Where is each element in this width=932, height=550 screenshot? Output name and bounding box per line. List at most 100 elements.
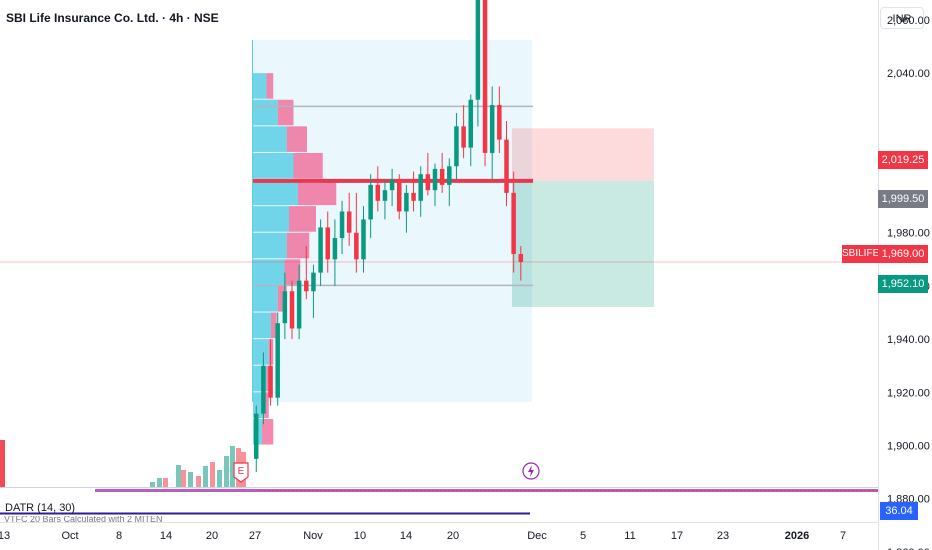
volume-bar — [157, 478, 162, 487]
time-tick-label: 23 — [717, 530, 729, 542]
time-tick-label: 10 — [354, 530, 366, 542]
vp-down-bar — [266, 365, 270, 392]
candle-body — [389, 179, 395, 191]
earnings-badge[interactable] — [233, 462, 249, 483]
candle-body — [432, 168, 438, 191]
volume-bar — [163, 478, 168, 487]
vp-down-bar — [277, 99, 294, 126]
price-tag-current: 1,969.00 — [878, 245, 928, 263]
earnings-marker[interactable]: E — [233, 462, 249, 483]
candle-body — [289, 291, 295, 329]
vp-down-bar — [277, 285, 287, 312]
time-tick-label: 5 — [580, 530, 586, 542]
price-tick-label: 1,900.00 — [887, 441, 930, 453]
time-tick-label: 27 — [249, 530, 261, 542]
time-tick-label: 14 — [160, 530, 172, 542]
vp-down-bar — [289, 206, 316, 232]
short-position-tool — [512, 128, 654, 307]
candle-body — [282, 291, 288, 324]
candle-body — [497, 105, 502, 140]
lightning-bolt — [528, 465, 534, 477]
price-tick-label: 1,920.00 — [887, 387, 930, 399]
vp-up-bar — [253, 285, 278, 312]
candle-body — [404, 192, 409, 212]
candle-body — [482, 0, 488, 153]
vp-down-bar — [284, 259, 301, 285]
time-tick-label: 17 — [671, 530, 683, 542]
vp-down-bar — [286, 126, 307, 152]
candle-body — [375, 184, 381, 201]
candle-body — [511, 192, 516, 255]
chart-title: SBI Life Insurance Co. Ltd. · 4h · NSE — [6, 11, 219, 25]
price-tick-label: 2,060.00 — [887, 15, 930, 27]
currency-button[interactable]: INR — [880, 7, 924, 29]
event-markers: E — [233, 462, 540, 483]
lightning-icon[interactable] — [522, 462, 540, 480]
candle-body — [489, 105, 495, 153]
vp-up-bar — [253, 73, 267, 99]
vp-up-bar — [253, 259, 285, 285]
candle-body — [368, 184, 373, 220]
price-tag-stop: 2,019.25 — [878, 151, 928, 169]
candle-body — [361, 219, 366, 260]
candle-body — [332, 238, 338, 260]
candle-body — [397, 179, 402, 212]
time-tick-label: 20 — [206, 530, 218, 542]
volume-bars — [0, 440, 246, 487]
volume-bar — [224, 456, 229, 487]
price-tick-label: 1,980.00 — [887, 228, 930, 240]
position-stop-zone — [512, 128, 654, 181]
time-tick-label: Dec — [527, 530, 547, 542]
candle-body — [468, 99, 473, 148]
volume-bar — [230, 446, 235, 487]
indicator-sublabel: VTFC 20 Bars Calculated with 2 MITEN — [4, 516, 163, 522]
vp-down-bar — [293, 152, 323, 179]
vp-down-bar — [264, 392, 269, 418]
vp-down-bar — [298, 179, 337, 206]
price-tag-target: 1,952.10 — [878, 275, 928, 293]
candle-body — [318, 227, 323, 273]
price-tag-entry: 1,999.50 — [878, 190, 928, 208]
time-tick-label: Oct — [61, 530, 78, 542]
candles — [254, 0, 524, 473]
candle-body — [461, 126, 466, 148]
candle-body — [346, 211, 352, 233]
earnings-letter: E — [238, 466, 245, 477]
vp-down-bar — [262, 418, 274, 445]
vp-up-bar — [253, 126, 287, 152]
candle-body — [475, 0, 481, 100]
vp-down-bar — [271, 312, 277, 339]
candle-body — [275, 323, 280, 398]
vp-up-bar — [253, 339, 269, 365]
price-tick-label: 2,040.00 — [887, 68, 930, 80]
candle-body — [411, 192, 416, 201]
vp-up-bar — [253, 99, 278, 126]
volume-bar — [188, 472, 193, 487]
candle-body — [261, 365, 266, 414]
candle-body — [418, 174, 423, 201]
time-tick-label: 20 — [447, 530, 459, 542]
candle-body — [325, 227, 330, 260]
candle-body — [504, 139, 509, 193]
volume-bar — [203, 466, 208, 487]
vp-up-bar — [253, 152, 294, 179]
price-tick-label: 1,860.00 — [887, 547, 930, 550]
time-tick-label: 14 — [400, 530, 412, 542]
time-tick-label: 7 — [840, 530, 846, 542]
position-target-zone — [512, 180, 654, 307]
volume-bar — [0, 440, 5, 487]
volume-bar — [196, 476, 201, 487]
time-tick-label: Nov — [303, 530, 323, 542]
symbol-tag: SBILIFE — [842, 245, 879, 263]
vp-up-bar — [253, 179, 298, 206]
volume-bar — [181, 470, 186, 487]
time-tick-label: 13 — [0, 530, 10, 542]
price-tick-label: 1,940.00 — [887, 334, 930, 346]
candle-body — [339, 211, 345, 239]
candle-body — [382, 190, 388, 201]
candle-body — [454, 126, 459, 167]
candle-body — [296, 280, 302, 329]
volume-bar — [217, 470, 222, 487]
indicator-label[interactable]: DATR (14, 30) — [5, 502, 76, 514]
